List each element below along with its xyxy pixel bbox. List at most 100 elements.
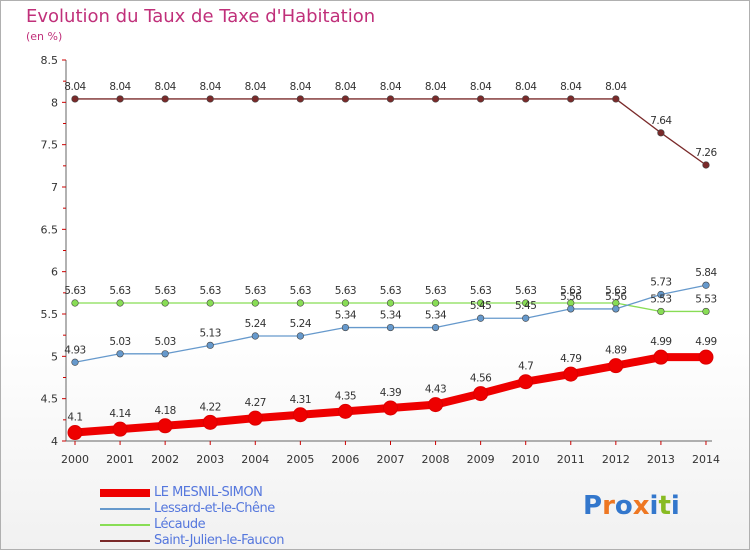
y-tick-label: 8 <box>51 96 58 109</box>
data-label: 4.31 <box>290 394 311 406</box>
data-label: 5.63 <box>245 285 266 297</box>
data-point <box>473 386 489 402</box>
data-point <box>292 407 308 423</box>
y-tick-label: 5 <box>51 350 58 363</box>
data-label: 8.04 <box>380 81 402 93</box>
data-point <box>341 299 350 307</box>
data-label: 5.63 <box>200 285 221 297</box>
data-label: 5.63 <box>64 285 85 297</box>
data-point <box>116 95 124 103</box>
data-label: 4.18 <box>154 405 175 417</box>
data-point <box>657 307 665 316</box>
data-point <box>161 299 169 307</box>
data-point <box>608 358 624 374</box>
data-point <box>431 95 440 103</box>
data-label: 4.14 <box>109 408 131 420</box>
logo-letter: r <box>602 491 615 521</box>
logo-letter: i <box>670 491 680 521</box>
data-point <box>296 95 304 103</box>
data-point <box>612 305 620 313</box>
data-point <box>247 410 263 426</box>
data-point <box>161 350 169 358</box>
data-point <box>296 299 304 307</box>
x-tick-label: 2000 <box>61 453 89 466</box>
data-point <box>112 421 128 437</box>
data-point <box>71 358 79 366</box>
data-point <box>522 95 530 103</box>
data-point <box>251 332 259 340</box>
data-point <box>477 95 485 103</box>
x-tick-label: 2005 <box>286 453 314 466</box>
data-point <box>657 290 665 299</box>
data-label: 8.04 <box>64 81 86 93</box>
y-tick-label: 6 <box>51 266 58 279</box>
data-label: 4.99 <box>650 336 671 348</box>
data-label: 5.24 <box>245 318 267 330</box>
data-label: 4.22 <box>200 401 221 413</box>
data-label: 5.63 <box>380 285 401 297</box>
data-point <box>341 323 350 332</box>
data-label: 5.34 <box>335 310 357 322</box>
data-point <box>612 95 620 103</box>
data-point <box>386 95 395 103</box>
data-label: 5.63 <box>560 285 581 297</box>
data-point <box>161 95 169 103</box>
data-label: 5.53 <box>650 293 671 305</box>
x-tick-label: 2003 <box>196 453 224 466</box>
y-tick-label: 4.5 <box>41 393 59 406</box>
x-tick-label: 2010 <box>512 453 540 466</box>
legend-swatch <box>100 489 150 497</box>
x-tick-label: 2009 <box>467 453 495 466</box>
data-point <box>202 414 218 430</box>
data-label: 5.63 <box>109 285 130 297</box>
legend-swatch <box>100 540 150 542</box>
x-tick-label: 2014 <box>692 453 720 466</box>
data-label: 5.03 <box>154 336 175 348</box>
x-tick-label: 2002 <box>151 453 179 466</box>
data-point <box>653 349 669 365</box>
data-label: 8.04 <box>515 81 537 93</box>
x-tick-label: 2012 <box>602 453 630 466</box>
data-point <box>428 397 444 413</box>
data-label: 7.64 <box>650 115 672 127</box>
data-point <box>518 374 534 390</box>
x-tick-label: 2004 <box>241 453 269 466</box>
data-point <box>251 299 259 307</box>
data-point <box>67 425 83 441</box>
data-label: 8.04 <box>425 81 447 93</box>
data-label: 5.34 <box>380 310 402 322</box>
data-point <box>702 307 710 316</box>
x-tick-label: 2013 <box>647 453 675 466</box>
data-point <box>567 305 575 313</box>
x-tick-label: 2007 <box>376 453 404 466</box>
data-label: 4.99 <box>695 336 716 348</box>
data-point <box>522 299 530 307</box>
data-point <box>386 299 395 307</box>
data-label: 5.63 <box>605 285 626 297</box>
data-point <box>206 95 214 103</box>
logo-letter: o <box>614 491 633 521</box>
data-label: 5.56 <box>560 291 582 303</box>
legend-label: Lessard-et-le-Chêne <box>154 501 275 516</box>
data-label: 5.63 <box>425 285 446 297</box>
data-label: 7.26 <box>695 147 717 159</box>
legend-swatch <box>100 508 150 510</box>
data-label: 8.04 <box>154 81 176 93</box>
x-tick-label: 2001 <box>106 453 134 466</box>
data-point <box>567 95 575 103</box>
data-point <box>341 95 350 103</box>
data-point <box>431 299 440 307</box>
legend-swatch <box>100 524 150 526</box>
data-label: 5.63 <box>335 285 356 297</box>
data-label: 5.53 <box>695 293 716 305</box>
data-label: 4.7 <box>518 361 533 373</box>
data-label: 4.56 <box>470 373 492 385</box>
data-label: 5.63 <box>154 285 175 297</box>
data-label: 4.43 <box>425 384 446 396</box>
logo-letter: P <box>583 491 603 521</box>
data-label: 5.63 <box>470 285 491 297</box>
series-line-3 <box>74 98 707 166</box>
data-point <box>386 323 395 332</box>
